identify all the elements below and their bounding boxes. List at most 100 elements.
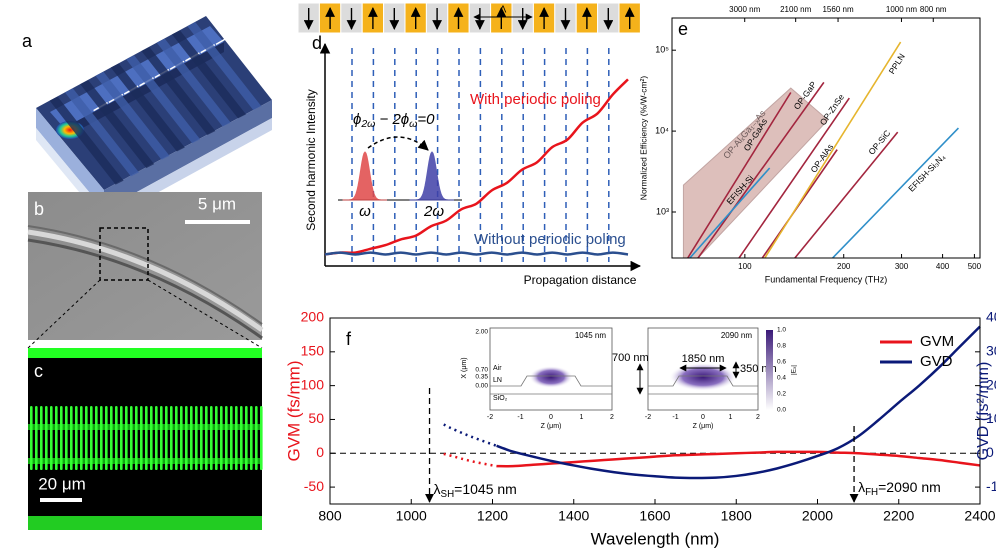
axis-title: Second harmonic Intensity: [304, 89, 318, 230]
domain-stripe: [141, 46, 216, 135]
subscript: 2ω: [360, 118, 375, 130]
subscript: ω: [409, 118, 417, 130]
label-part: ϕ: [353, 111, 361, 128]
label-part: =1045 nm: [454, 481, 517, 497]
subscript: SH: [441, 489, 455, 500]
shg-stripe: [215, 406, 218, 470]
shg-stripe: [235, 406, 238, 470]
shg-stripe: [165, 406, 168, 470]
domain-stripe: [156, 38, 231, 127]
domain-stripe: [187, 22, 262, 111]
pulse-label: ω: [359, 203, 371, 220]
inset-tick: 1: [729, 414, 733, 421]
inset-tick: 0: [549, 414, 553, 421]
inset-tick: -1: [672, 414, 678, 421]
series-line: [689, 167, 771, 258]
inset-axis-title: X (μm): [461, 357, 468, 378]
x-tick-label: 1800: [721, 508, 752, 524]
shg-stripe: [205, 406, 208, 470]
label-part: =0: [417, 111, 435, 128]
legend-label: GVD: [920, 353, 953, 370]
x2-tick-label: 1560 nm: [822, 5, 853, 14]
shg-stripe: [130, 406, 133, 470]
shg-stripe: [105, 406, 108, 470]
shg-stripe: [100, 406, 103, 470]
domain-stripe: [172, 30, 246, 119]
x-tick-label: 2200: [883, 508, 914, 524]
equation: ϕ2ω − 2ϕω=0: [353, 111, 435, 130]
axis-title: GVM (fs/mm): [284, 360, 303, 461]
x-tick-label: 1400: [558, 508, 589, 524]
y-tick-label: 10³: [656, 206, 669, 216]
inset-axis-title: Z (μm): [541, 423, 562, 430]
shg-stripe: [50, 406, 53, 470]
pulse-label: 2ω: [423, 203, 444, 220]
shg-stripe: [190, 406, 193, 470]
shg-stripe: [65, 406, 68, 470]
waveguide-outline: [490, 375, 612, 387]
shg-stripe: [155, 406, 158, 470]
x-tick-label: 500: [968, 262, 982, 271]
marker-label: λSH=1045 nm: [434, 481, 517, 500]
shg-stripe: [85, 406, 88, 470]
phase-arrow: [367, 136, 429, 151]
label-part: − 2ϕ: [375, 111, 409, 128]
shg-stripe: [120, 406, 123, 470]
shg-stripe: [250, 406, 253, 470]
colorbar-label: |Eₓ|: [791, 365, 798, 375]
shg-stripe: [115, 406, 118, 470]
shg-stripe: [185, 406, 188, 470]
shg-stripe: [240, 406, 243, 470]
shg-stripe: [125, 406, 128, 470]
inset-tick: 0.00: [475, 383, 488, 390]
inset-tick: -1: [517, 414, 523, 421]
inset-axis-title: Z (μm): [693, 423, 714, 430]
x-tick-label: 400: [936, 262, 950, 271]
inset-tick: 2: [610, 414, 614, 421]
y-tick-label: 10⁵: [655, 45, 669, 55]
shg-stripe: [210, 406, 213, 470]
scale-bar-label: 20 μm: [38, 474, 86, 493]
colorbar-tick: 0.6: [777, 359, 786, 366]
label-part: =2090 nm: [878, 479, 941, 495]
shg-stripe: [260, 406, 263, 470]
shg-stripe: [80, 406, 83, 470]
pulse: [342, 151, 388, 201]
shg-stripe: [170, 406, 173, 470]
inset-tick: 2: [756, 414, 760, 421]
scale-bar-label: 5 μm: [198, 194, 236, 213]
shaded-region: [682, 87, 829, 258]
panel-label: c: [34, 361, 43, 381]
domain-stripe: [64, 88, 139, 177]
shg-stripe: [30, 406, 33, 470]
dimension-label: 700 nm: [612, 352, 649, 364]
y-tick-label: 100: [301, 376, 325, 392]
series-line: [324, 251, 629, 256]
shg-stripe: [255, 406, 258, 470]
domain-stripe: [95, 71, 170, 160]
shg-stripe: [75, 406, 78, 470]
series-line: [738, 97, 850, 258]
inset-tick: -2: [645, 414, 651, 421]
x2-tick-label: 800 nm: [920, 5, 947, 14]
shg-stripe: [195, 406, 198, 470]
y-tick-label: 200: [301, 309, 325, 325]
domain-arrow: [215, 35, 231, 46]
inset-tick: 0: [701, 414, 705, 421]
series-label: With periodic poling: [470, 91, 601, 108]
domain-stripe: [49, 96, 124, 185]
shg-stripe: [55, 406, 58, 470]
series-line: [496, 325, 981, 480]
domain-stripe: [110, 63, 185, 152]
domain-stripe: [126, 55, 201, 144]
series-line: [794, 131, 899, 258]
colorbar-tick: 0.8: [777, 343, 786, 350]
axis-title: Normalized Efficiency (%/W-cm²): [638, 76, 648, 201]
x-tick-label: 2400: [964, 508, 995, 524]
x2-tick-label: 3000 nm: [729, 5, 760, 14]
colorbar-tick: 0.4: [777, 375, 786, 382]
label-part: λ: [434, 481, 441, 497]
inset-tick: 2.00: [475, 329, 488, 336]
inset-tick: 0.35: [475, 374, 488, 381]
shg-stripe: [220, 406, 223, 470]
